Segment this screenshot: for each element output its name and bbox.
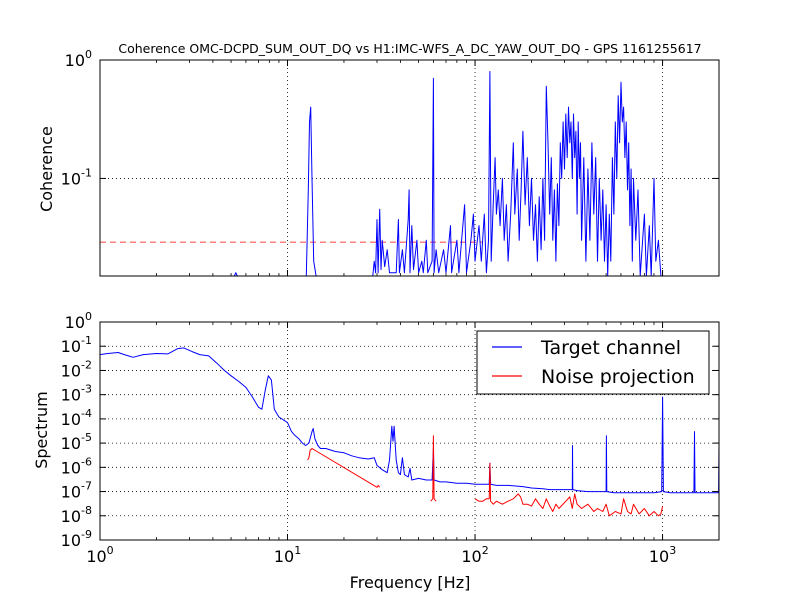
coherence-series-layer — [100, 71, 663, 277]
y-tick-exponent: -5 — [81, 431, 92, 444]
y-tick-exponent: -2 — [81, 358, 92, 371]
legend-box — [476, 330, 710, 395]
legend-noise-projection-label: Noise projection — [541, 366, 695, 388]
series-line-noise-projection — [307, 435, 664, 517]
y-tick-exponent: -1 — [81, 334, 92, 347]
spectrum-legend: Target channel Noise projection — [476, 330, 710, 395]
y-tick-exponent: 0 — [85, 48, 92, 61]
y-tick-exponent: -9 — [81, 528, 92, 541]
coherence-grid — [100, 60, 719, 276]
x-tick-exponent: 0 — [107, 544, 114, 557]
y-tick-exponent: -1 — [81, 166, 92, 179]
series-line-series-0 — [233, 71, 663, 277]
coherence-panel: Coherence OMC-DCPD_SUM_OUT_DQ vs H1:IMC-… — [37, 41, 720, 277]
coherence-title: Coherence OMC-DCPD_SUM_OUT_DQ vs H1:IMC-… — [118, 41, 701, 56]
spectrum-plot-frame — [99, 321, 720, 541]
y-tick-exponent: -6 — [81, 455, 92, 468]
x-tick-exponent: 3 — [669, 544, 676, 557]
spectrum-x-axis-label: Frequency [Hz] — [350, 573, 471, 592]
y-tick-exponent: -3 — [81, 383, 92, 396]
series-line-target-channel — [99, 347, 720, 494]
y-tick-exponent: 0 — [85, 310, 92, 323]
legend-target-channel-label: Target channel — [540, 337, 681, 359]
x-tick-exponent: 1 — [294, 544, 301, 557]
y-tick-exponent: -4 — [81, 407, 92, 420]
y-tick-exponent: -7 — [81, 480, 92, 493]
spectrum-y-axis-label: Spectrum — [32, 391, 51, 469]
coherence-plot-frame — [99, 59, 720, 277]
y-tick-exponent: -8 — [81, 504, 92, 517]
x-tick-exponent: 2 — [482, 544, 489, 557]
coherence-y-axis-label: Coherence — [37, 126, 56, 212]
spectrum-series-layer — [99, 347, 720, 517]
